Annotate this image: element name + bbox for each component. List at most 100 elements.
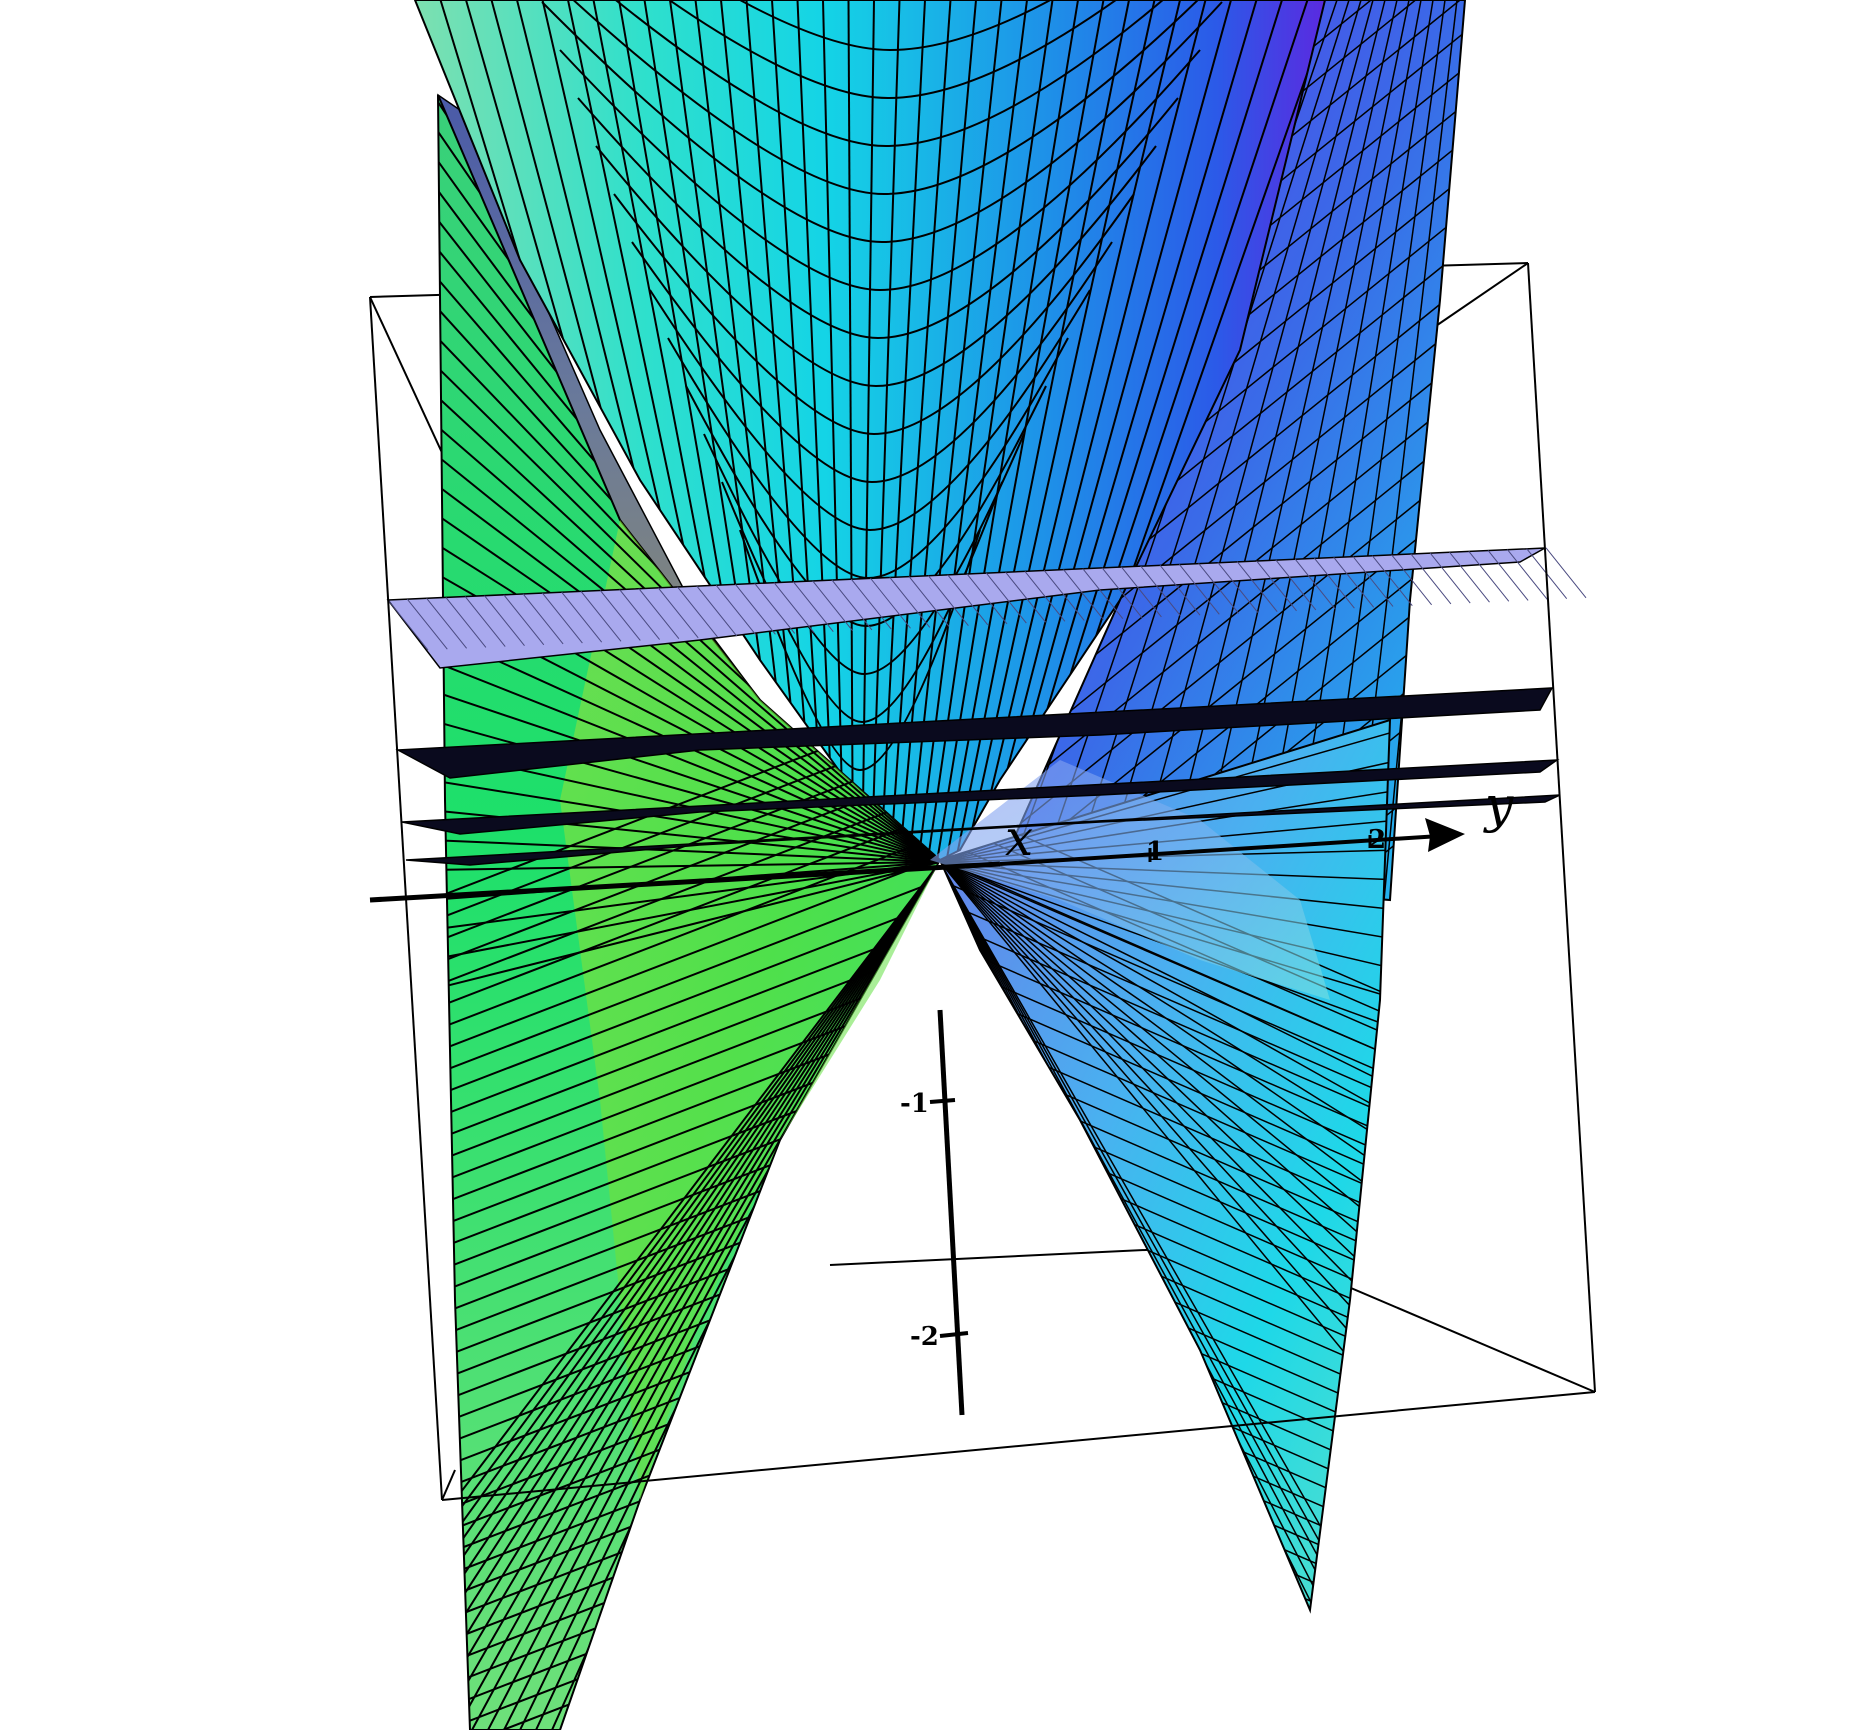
mesh-line [438, 853, 940, 1055]
z-tick-neg2: -2 [910, 1322, 939, 1352]
mesh-line [940, 1459, 1390, 1610]
mesh-curve [469, 0, 1311, 52]
mesh-line [438, 861, 940, 871]
mesh-line [1140, 565, 1182, 617]
mesh-line [940, 859, 1390, 1061]
mesh-line [1429, 552, 1471, 604]
mesh-curve [631, 241, 1113, 484]
mesh-line [812, 580, 853, 632]
mesh-curve [505, 0, 1267, 148]
x-axis-line [369, 861, 1001, 903]
mesh-line [1236, 561, 1278, 613]
mesh-line [1487, 550, 1529, 601]
mesh-line [619, 589, 660, 640]
mesh-line [940, 1539, 1390, 1610]
mesh-line [940, 861, 1390, 1361]
mesh-line [940, 1499, 1390, 1610]
mesh-line [754, 583, 796, 634]
mesh-line [438, 831, 940, 1033]
mesh-line [599, 590, 641, 641]
mesh-line [940, 861, 1390, 1271]
mesh-line [677, 586, 718, 638]
mesh-line [940, 1519, 1390, 1610]
mesh-curve [703, 433, 1025, 676]
mesh-line [908, 576, 950, 627]
mesh-line [1352, 556, 1394, 607]
mesh-line [715, 584, 757, 636]
mesh-line [940, 1559, 1390, 1610]
surface-inner-cone [930, 760, 1330, 1000]
mesh-line [1545, 547, 1587, 599]
mesh-line [1410, 553, 1452, 605]
y-tick-1: 1 [1146, 837, 1164, 867]
mesh-line [438, 861, 940, 991]
mesh-line [831, 579, 873, 631]
mesh-line [438, 919, 940, 1121]
mesh-line [940, 1439, 1390, 1610]
mesh-curve [577, 97, 1179, 340]
mesh-line [773, 582, 815, 633]
mesh-line [1043, 570, 1085, 621]
plane-dark-1 [395, 687, 1554, 779]
mesh-line [1371, 555, 1413, 606]
mesh-line [966, 573, 1008, 625]
mesh-line [1000, 423, 1465, 805]
mesh-line [438, 897, 940, 1099]
mesh-line [1256, 560, 1297, 612]
mesh-line [940, 861, 1390, 1151]
mesh-line [438, 861, 940, 1730]
mesh-line [940, 899, 1390, 1101]
mesh-line [438, 861, 940, 1730]
mesh-line [464, 596, 506, 647]
mesh-line [1000, 783, 1465, 900]
mesh-line [438, 861, 940, 1730]
mesh-line [1024, 570, 1066, 622]
mesh-line [940, 879, 1390, 1081]
z-tick-neg1: -1 [900, 1089, 929, 1119]
mesh-line [1223, 0, 1410, 900]
mesh-line [940, 939, 1390, 1141]
mesh-line [1159, 0, 1386, 900]
mesh-line [1507, 549, 1548, 600]
mesh-curve [613, 193, 1135, 436]
mesh-line [438, 779, 940, 863]
mesh-line [696, 585, 738, 637]
axes: -1 -2 1 2 x y [369, 776, 1514, 1416]
mesh-line [438, 861, 940, 1730]
mesh-line [438, 449, 940, 863]
mesh-curve [685, 385, 1047, 628]
mesh-line [484, 595, 525, 646]
mesh-line [406, 598, 448, 650]
mesh-line [940, 919, 1390, 1121]
mesh-curve [595, 145, 1157, 388]
mesh-line [940, 861, 1390, 1331]
mesh-line [940, 1479, 1390, 1610]
mesh-line [1121, 566, 1162, 618]
mesh-curve [523, 0, 1245, 196]
mesh-curve [541, 1, 1223, 244]
mesh-line [919, 861, 940, 1730]
mesh-line [1333, 557, 1375, 608]
mesh-line [438, 875, 940, 1077]
x-axis-label: x [1005, 809, 1033, 867]
mesh-line [438, 861, 940, 1730]
z-axis-line [937, 1009, 965, 1416]
mesh-line [426, 597, 467, 649]
mesh-line [1314, 557, 1355, 609]
mesh-line [638, 588, 680, 640]
mesh-line [438, 941, 940, 1143]
mesh-line [445, 597, 487, 648]
mesh-line [940, 1579, 1390, 1610]
mesh-line [1294, 558, 1336, 610]
mesh-line [438, 809, 940, 1011]
mesh-line [387, 599, 429, 651]
mesh-line [871, 861, 940, 1730]
mesh-line [522, 593, 564, 645]
mesh-line [940, 861, 1390, 1241]
y-tick-2: 2 [1368, 825, 1386, 855]
mesh-line [1000, 747, 1465, 900]
mesh-line [1095, 0, 1362, 900]
mesh-line [1082, 568, 1124, 619]
mesh-line [903, 861, 940, 1730]
